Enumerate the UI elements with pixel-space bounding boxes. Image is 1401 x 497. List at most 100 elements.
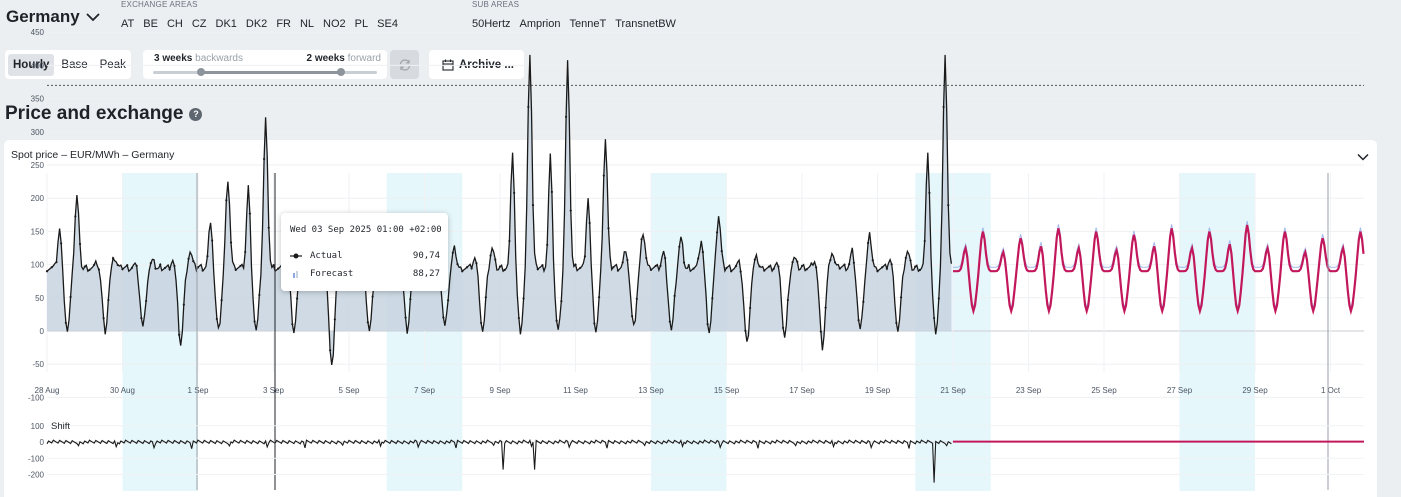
actual-point <box>461 270 464 273</box>
help-icon[interactable]: ? <box>189 107 203 121</box>
exchange-area-dk2[interactable]: DK2 <box>245 18 268 30</box>
actual-point <box>909 259 912 262</box>
actual-point <box>97 268 101 271</box>
actual-point <box>654 264 657 268</box>
actual-point <box>239 264 242 268</box>
exchange-area-pl[interactable]: PL <box>354 18 369 30</box>
actual-point <box>262 157 266 161</box>
resolution-toggle: Hourly Base Peak <box>5 50 131 79</box>
actual-point <box>178 333 181 336</box>
actual-point <box>673 294 676 297</box>
sub-area-50hertz[interactable]: 50Hertz <box>472 18 511 30</box>
resolution-hourly-button[interactable]: Hourly <box>8 53 55 76</box>
y-tick-label: 100 <box>31 261 45 270</box>
actual-point <box>569 209 572 212</box>
actual-point <box>229 241 233 244</box>
sub-area-transnetbw[interactable]: TransnetBW <box>615 18 676 30</box>
x-tick-label: 15 Sep <box>714 386 740 395</box>
country-selector[interactable]: Germany <box>6 7 100 27</box>
x-tick-label: 1 Oct <box>1321 386 1341 395</box>
actual-point <box>588 221 591 225</box>
x-tick-label: 17 Sep <box>789 386 815 395</box>
actual-point <box>564 115 568 119</box>
actual-point <box>371 295 374 298</box>
actual-point <box>234 268 237 272</box>
actual-point <box>692 267 695 270</box>
actual-point <box>244 250 247 254</box>
x-tick-label: 27 Sep <box>1167 386 1193 395</box>
x-tick-label: 21 Sep <box>940 386 966 395</box>
actual-point <box>50 266 53 269</box>
actual-point <box>616 269 620 272</box>
actual-point <box>645 256 648 260</box>
actual-point <box>173 264 176 267</box>
sub-area-amprion[interactable]: Amprion <box>519 18 561 30</box>
sub-areas-caption: SUB AREAS <box>472 0 520 9</box>
y-tick-label: 200 <box>31 194 45 203</box>
actual-point <box>871 259 874 262</box>
actual-point <box>192 259 195 263</box>
exchange-area-ch[interactable]: CH <box>166 18 183 30</box>
weekend-band-2 <box>651 173 727 491</box>
exchange-area-nl[interactable]: NL <box>299 18 315 30</box>
resolution-base-button[interactable]: Base <box>61 58 88 71</box>
shift-title: Shift <box>51 421 70 432</box>
actual-point <box>852 261 856 264</box>
exchange-area-fr[interactable]: FR <box>276 18 291 30</box>
archive-button[interactable]: Archive ... <box>429 50 524 79</box>
section-title-text: Price and exchange <box>5 103 184 124</box>
actual-point <box>720 250 723 253</box>
forecast-legend-icon <box>293 271 298 278</box>
exchange-area-cz[interactable]: CZ <box>191 18 207 30</box>
x-tick-label: 1 Sep <box>188 386 209 395</box>
actual-point <box>772 267 775 270</box>
actual-point <box>93 263 96 266</box>
exchange-area-at[interactable]: AT <box>121 18 135 30</box>
sub-area-tennet[interactable]: TenneT <box>569 18 607 30</box>
actual-point <box>555 319 558 322</box>
actual-point <box>116 263 119 267</box>
shift-y-tick-label: 0 <box>40 438 45 447</box>
actual-point <box>857 319 860 322</box>
shift-actual-line <box>46 438 952 483</box>
actual-point <box>918 268 922 272</box>
actual-point <box>626 258 629 262</box>
actual-point <box>631 315 634 318</box>
actual-point <box>579 266 582 270</box>
actual-point <box>933 316 936 320</box>
actual-point <box>536 268 539 271</box>
y-tick-label: 300 <box>31 128 45 137</box>
exchange-area-be[interactable]: BE <box>143 18 158 30</box>
actual-point <box>890 263 893 266</box>
y-tick-label: 450 <box>31 28 45 37</box>
chevron-down-icon <box>1357 153 1369 161</box>
exchange-area-list: AT BE CH CZ DK1 DK2 FR NL NO2 PL SE4 <box>121 18 407 30</box>
exchange-area-no2[interactable]: NO2 <box>323 18 346 30</box>
actual-point <box>83 265 86 268</box>
actual-legend-icon <box>290 253 302 259</box>
actual-point <box>810 262 813 265</box>
actual-point <box>206 255 209 258</box>
x-tick-label: 29 Sep <box>1242 386 1268 395</box>
y-tick-label: 400 <box>31 61 45 70</box>
refresh-button[interactable] <box>390 50 419 79</box>
actual-point <box>583 255 587 258</box>
actual-point <box>480 321 483 325</box>
actual-point <box>593 322 596 325</box>
exchange-areas: EXCHANGE AREAS AT BE CH CZ DK1 DK2 FR NL NO2 PL SE… <box>121 0 407 30</box>
range-slider[interactable]: 3 weeks backwards 2 weeks forward <box>143 50 387 79</box>
actual-point <box>682 261 686 264</box>
actual-point <box>697 257 700 260</box>
exchange-area-se4[interactable]: SE4 <box>377 18 398 30</box>
resolution-peak-button[interactable]: Peak <box>99 58 126 71</box>
actual-point <box>295 297 299 300</box>
chart-tooltip: Wed 03 Sep 2025 01:00 +02:00 Actual 90,7… <box>281 213 448 291</box>
actual-point <box>800 264 804 268</box>
collapse-button[interactable] <box>1357 148 1369 166</box>
range-back-handle[interactable] <box>197 68 205 76</box>
tooltip-forecast-label: Forecast <box>310 269 354 279</box>
range-forward-handle[interactable] <box>337 68 345 76</box>
actual-point <box>168 268 171 271</box>
exchange-area-dk1[interactable]: DK1 <box>215 18 237 30</box>
